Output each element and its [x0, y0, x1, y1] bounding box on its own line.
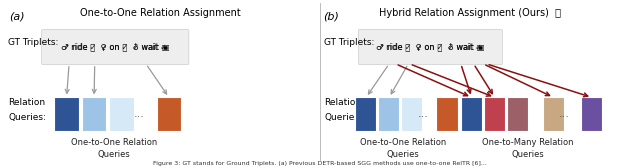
- Text: ♂ ride ⛲  ♀ on ⛰  ♁ wait ▣: ♂ ride ⛲ ♀ on ⛰ ♁ wait ▣: [376, 43, 484, 52]
- Bar: [355, 97, 376, 131]
- Text: Relation: Relation: [324, 98, 362, 107]
- Text: ...: ...: [419, 109, 429, 119]
- Text: ✓ ride ✓  ✓ on ✓  ✓ wait ✓: ✓ ride ✓ ✓ on ✓ ✓ wait ✓: [374, 43, 486, 52]
- Text: Hybrid Relation Assignment (Ours)  🎆: Hybrid Relation Assignment (Ours) 🎆: [380, 8, 561, 18]
- Text: ...: ...: [134, 109, 145, 119]
- Bar: [109, 97, 134, 131]
- Text: (b): (b): [323, 12, 339, 22]
- Bar: [461, 97, 482, 131]
- Bar: [378, 97, 399, 131]
- Bar: [507, 97, 528, 131]
- Text: One-to-One Relation
Queries: One-to-One Relation Queries: [360, 138, 446, 159]
- Bar: [82, 97, 106, 131]
- FancyBboxPatch shape: [42, 29, 189, 65]
- Text: One-to-Many Relation
Queries: One-to-Many Relation Queries: [483, 138, 573, 159]
- Bar: [484, 97, 505, 131]
- Text: One-to-One Relation
Queries: One-to-One Relation Queries: [71, 138, 157, 159]
- Bar: [54, 97, 79, 131]
- Text: Queries:: Queries:: [8, 113, 46, 122]
- Text: (a): (a): [10, 12, 25, 22]
- Bar: [401, 97, 422, 131]
- Text: One-to-One Relation Assignment: One-to-One Relation Assignment: [79, 8, 241, 18]
- Text: Queries:: Queries:: [324, 113, 362, 122]
- Text: GT Triplets:: GT Triplets:: [324, 38, 375, 47]
- Text: ✓ ride ✓  ✓ on ✓  ✓ wait ✓: ✓ ride ✓ ✓ on ✓ ✓ wait ✓: [59, 43, 172, 52]
- FancyBboxPatch shape: [358, 29, 502, 65]
- Bar: [543, 97, 564, 131]
- Bar: [436, 97, 458, 131]
- Text: Relation: Relation: [8, 98, 45, 107]
- Bar: [157, 97, 181, 131]
- Text: ...: ...: [559, 109, 570, 119]
- Text: ♂ ride ⛲  ♀ on ⛰  ♁ wait ▣: ♂ ride ⛲ ♀ on ⛰ ♁ wait ▣: [61, 43, 170, 52]
- Bar: [581, 97, 602, 131]
- Text: Figure 3: GT stands for Ground Triplets. (a) Previous DETR-based SGG methods use: Figure 3: GT stands for Ground Triplets.…: [153, 161, 487, 166]
- Text: GT Triplets:: GT Triplets:: [8, 38, 59, 47]
